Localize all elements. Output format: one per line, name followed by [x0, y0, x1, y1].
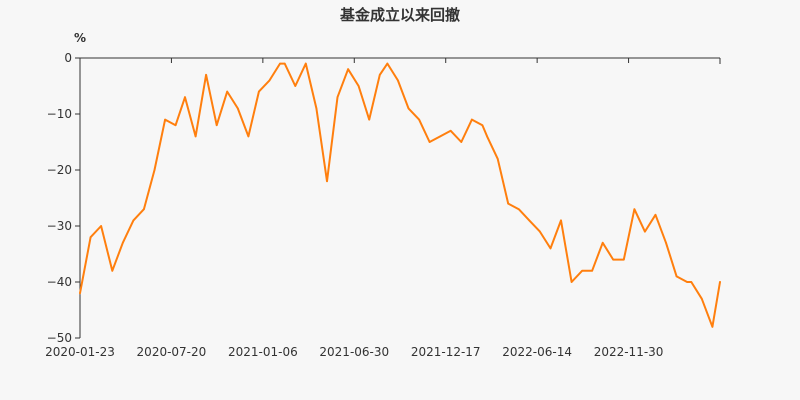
y-tick-label: −50 — [47, 331, 72, 345]
drawdown-data-point — [418, 118, 420, 121]
drawdown-data-point — [111, 270, 114, 272]
drawdown-data-point — [701, 298, 703, 300]
drawdown-data-point — [471, 118, 473, 121]
drawdown-data-point — [258, 90, 260, 93]
drawdown-data-point — [357, 85, 360, 87]
drawdown-data-point — [386, 62, 389, 65]
y-tick-label: −30 — [47, 219, 72, 233]
drawdown-data-point — [496, 158, 499, 160]
drawdown-data-point — [294, 85, 297, 87]
drawdown-data-point — [486, 135, 488, 138]
drawdown-data-point — [439, 135, 442, 138]
drawdown-data-point — [549, 247, 552, 250]
drawdown-data-point — [122, 242, 124, 244]
drawdown-data-point — [215, 124, 218, 126]
x-tick-label: 2021-12-17 — [411, 345, 481, 359]
x-tick-label: 2022-06-14 — [502, 345, 572, 359]
drawdown-data-point — [623, 258, 625, 261]
drawdown-data-point — [539, 230, 541, 233]
drawdown-data-point — [89, 236, 92, 238]
drawdown-data-point — [612, 258, 614, 261]
drawdown-data-point — [601, 242, 604, 244]
drawdown-data-point — [143, 208, 145, 210]
drawdown-data-point — [368, 118, 371, 121]
drawdown-data-point — [591, 270, 593, 272]
drawdown-data-point — [654, 214, 657, 216]
drawdown-data-point — [570, 281, 573, 283]
drawdown-data-point — [581, 270, 583, 272]
drawdown-data-point — [449, 130, 452, 132]
drawdown-data-point — [315, 107, 318, 110]
drawdown-data-point — [481, 124, 484, 126]
x-tick-label: 2021-01-06 — [228, 345, 298, 359]
y-tick-label: −10 — [47, 107, 72, 121]
drawdown-data-point — [184, 96, 186, 98]
x-tick-label: 2021-06-30 — [319, 345, 389, 359]
drawdown-data-point — [711, 326, 714, 328]
drawdown-data-point — [397, 79, 399, 82]
y-tick-label: 0 — [64, 51, 72, 65]
drawdown-data-point — [247, 135, 250, 138]
drawdown-data-point — [305, 62, 307, 65]
drawdown-data-point — [428, 141, 431, 143]
drawdown-data-point — [347, 68, 349, 70]
drawdown-data-point — [237, 107, 239, 110]
x-tick-label: 2020-01-23 — [45, 345, 115, 359]
drawdown-data-point — [336, 96, 339, 98]
drawdown-data-point — [644, 230, 646, 233]
drawdown-data-point — [279, 62, 281, 65]
y-tick-label: −40 — [47, 275, 72, 289]
drawdown-data-point — [518, 208, 520, 210]
drawdown-data-point — [132, 219, 135, 222]
drawdown-series-line — [79, 62, 721, 328]
drawdown-data-point — [194, 135, 197, 138]
drawdown-data-point — [407, 107, 410, 110]
drawdown-data-point — [205, 74, 207, 76]
drawdown-data-point — [153, 169, 156, 171]
drawdown-data-point — [633, 208, 636, 210]
chart-title: 基金成立以来回撤 — [339, 6, 460, 24]
drawdown-data-point — [719, 281, 721, 283]
drawdown-data-point — [268, 79, 271, 82]
drawdown-data-point — [100, 225, 102, 227]
drawdown-data-point — [507, 202, 510, 205]
drawdown-data-point — [326, 180, 328, 182]
x-tick-label: 2022-11-30 — [594, 345, 664, 359]
drawdown-data-point — [675, 275, 678, 278]
drawdown-data-point — [379, 74, 381, 76]
drawdown-data-point — [79, 292, 81, 295]
y-tick-label: −20 — [47, 163, 72, 177]
drawdown-data-point — [560, 219, 562, 222]
y-axis-ticks: 0 −10 −20 −30 −40 −50 — [47, 51, 80, 345]
drawdown-data-point — [665, 242, 667, 244]
drawdown-data-point — [686, 281, 688, 283]
drawdown-data-point — [528, 219, 531, 222]
x-axis-ticks: 2020-01-23 2020-07-20 2021-01-06 2021-06-30… — [45, 58, 663, 359]
series-layer — [79, 62, 721, 328]
x-tick-label: 2020-07-20 — [137, 345, 207, 359]
drawdown-data-point — [283, 62, 286, 65]
drawdown-data-point — [226, 90, 228, 93]
y-axis-unit-label: % — [74, 31, 86, 45]
drawdown-data-point — [174, 124, 177, 126]
drawdown-data-point — [460, 141, 463, 143]
drawdown-data-point — [164, 118, 166, 121]
drawdown-data-point — [690, 281, 693, 283]
